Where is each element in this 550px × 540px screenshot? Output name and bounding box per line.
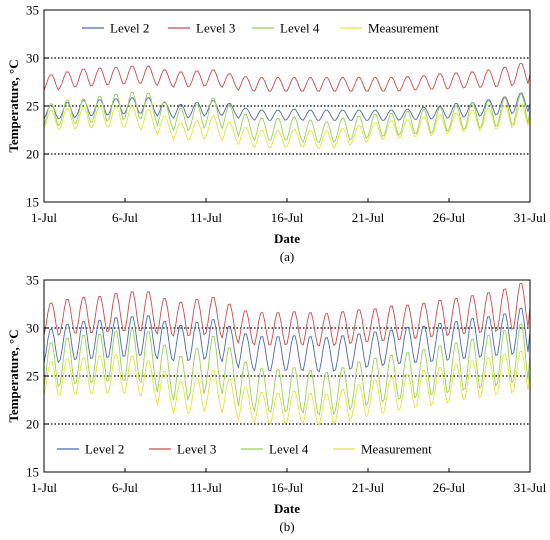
series-line-level3: [43, 62, 531, 92]
x-tick-label: 11-Jul: [190, 210, 222, 225]
x-tick-label: 11-Jul: [190, 480, 222, 495]
series-lines-b: [43, 282, 531, 426]
panel-a-chart: 15 20 25 30 35 1-Jul 6-Jul 11-Jul 16-Jul 21-Jul 2…: [6, 3, 547, 265]
reference-lines-a: [44, 57, 530, 155]
y-tick-label: 35: [26, 3, 39, 18]
x-tick-label: 21-Jul: [352, 210, 385, 225]
legend-label-level3: Level 3: [196, 21, 235, 36]
x-tick-labels-b: 1-Jul 6-Jul 11-Jul 16-Jul 21-Jul 26-Jul 31-Jul: [31, 468, 547, 495]
x-tick-label: 1-Jul: [31, 210, 57, 225]
x-axis-title-a: Date: [274, 231, 300, 246]
legend-label-measurement: Measurement: [361, 442, 432, 457]
x-tick-label: 16-Jul: [271, 480, 304, 495]
x-tick-label: 16-Jul: [271, 210, 304, 225]
x-tick-label: 6-Jul: [112, 210, 138, 225]
x-axis-title-b: Date: [274, 501, 300, 516]
y-tick-label: 25: [26, 369, 39, 384]
panel-b-chart: 15 20 25 30 35 1-Jul 6-Jul 11-Jul 16-Jul 21-Jul 2…: [6, 273, 547, 535]
y-tick-label: 15: [26, 195, 39, 210]
panel-label-a: (a): [280, 249, 294, 264]
y-axis-title-a: Temperature, °C: [6, 59, 21, 152]
reference-lines-b: [44, 327, 530, 425]
legend-label-level3: Level 3: [177, 442, 216, 457]
y-tick-labels-a: 15 20 25 30 35: [26, 3, 48, 210]
legend-background: [239, 442, 316, 456]
legend-background: [55, 442, 132, 456]
x-tick-label: 1-Jul: [31, 480, 57, 495]
y-tick-label: 35: [26, 273, 39, 288]
legend-label-level2: Level 2: [85, 442, 124, 457]
y-tick-label: 30: [26, 321, 39, 336]
x-tick-label: 31-Jul: [514, 210, 547, 225]
x-tick-labels-a: 1-Jul 6-Jul 11-Jul 16-Jul 21-Jul 26-Jul 31-Jul: [31, 198, 547, 225]
legend-background: [147, 442, 224, 456]
x-tick-label: 26-Jul: [433, 210, 466, 225]
legend-label-level2: Level 2: [110, 21, 149, 36]
series-lines-a: [43, 62, 531, 149]
legend-background: [166, 21, 243, 35]
x-tick-label: 6-Jul: [112, 480, 138, 495]
y-axis-title-b: Temperature, °C: [6, 329, 21, 422]
series-line-level4: [43, 91, 531, 143]
x-tick-label: 26-Jul: [433, 480, 466, 495]
y-tick-label: 15: [26, 465, 39, 480]
legend-b: Level 2 Level 3 Level 4 Measurement: [55, 442, 437, 457]
series-line-measurement: [43, 350, 531, 426]
legend-background: [338, 21, 444, 35]
x-tick-label: 21-Jul: [352, 480, 385, 495]
x-tick-label: 31-Jul: [514, 480, 547, 495]
series-line-level3: [43, 282, 531, 347]
legend-label-measurement: Measurement: [368, 21, 439, 36]
legend-label-level4: Level 4: [280, 21, 320, 36]
y-tick-label: 20: [26, 417, 39, 432]
y-tick-label: 30: [26, 51, 39, 66]
legend-a: Level 2 Level 3 Level 4 Measurement: [80, 21, 444, 36]
y-tick-labels-b: 15 20 25 30 35: [26, 273, 48, 480]
series-line-level2: [43, 307, 531, 373]
series-line-measurement: [43, 103, 531, 149]
y-tick-label: 25: [26, 99, 39, 114]
legend-background: [80, 21, 157, 35]
legend-background: [331, 442, 437, 456]
panel-label-b: (b): [279, 519, 294, 534]
legend-label-level4: Level 4: [269, 442, 309, 457]
series-line-level2: [43, 92, 531, 121]
series-line-level4: [43, 323, 531, 416]
legend-background: [250, 21, 327, 35]
y-tick-label: 20: [26, 147, 39, 162]
